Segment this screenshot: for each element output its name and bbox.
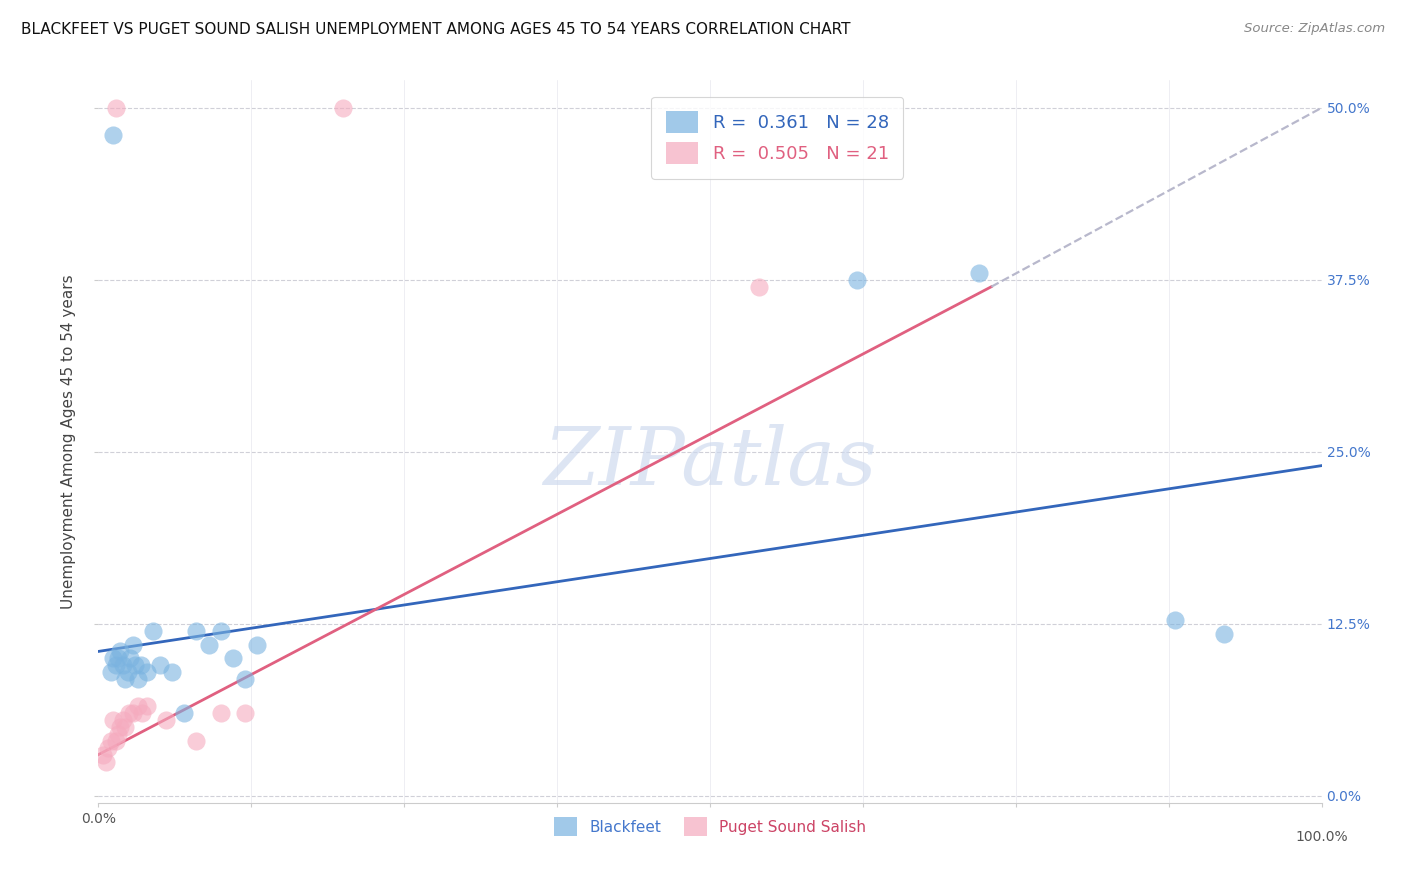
Point	[94, 755, 117, 769]
Point	[121, 706, 143, 721]
Point	[110, 720, 132, 734]
Point	[117, 665, 139, 679]
Point	[110, 644, 132, 658]
Point	[209, 624, 232, 638]
Point	[104, 734, 127, 748]
Y-axis label: Unemployment Among Ages 45 to 54 years: Unemployment Among Ages 45 to 54 years	[60, 274, 76, 609]
Point	[186, 624, 208, 638]
Point	[97, 740, 120, 755]
Point	[142, 624, 165, 638]
Point	[107, 651, 129, 665]
Point	[173, 706, 195, 721]
Point	[127, 699, 149, 714]
Text: 100.0%: 100.0%	[1295, 830, 1348, 845]
Point	[101, 713, 124, 727]
Point	[114, 672, 136, 686]
Point	[186, 734, 208, 748]
Text: BLACKFEET VS PUGET SOUND SALISH UNEMPLOYMENT AMONG AGES 45 TO 54 YEARS CORRELATI: BLACKFEET VS PUGET SOUND SALISH UNEMPLOY…	[21, 22, 851, 37]
Point	[101, 651, 124, 665]
Point	[246, 638, 269, 652]
Point	[131, 706, 153, 721]
Point	[136, 665, 159, 679]
Point	[155, 713, 177, 727]
Legend: Blackfeet, Puget Sound Salish: Blackfeet, Puget Sound Salish	[548, 811, 872, 842]
Point	[136, 699, 159, 714]
Point	[233, 706, 256, 721]
Point	[104, 658, 127, 673]
Point	[233, 672, 256, 686]
Point	[748, 279, 770, 293]
Point	[967, 266, 990, 280]
Point	[127, 672, 149, 686]
Point	[111, 658, 134, 673]
Point	[1164, 613, 1187, 627]
Point	[91, 747, 114, 762]
Point	[100, 734, 122, 748]
Point	[107, 727, 129, 741]
Point	[121, 638, 143, 652]
Text: Source: ZipAtlas.com: Source: ZipAtlas.com	[1244, 22, 1385, 36]
Point	[160, 665, 183, 679]
Point	[124, 658, 146, 673]
Point	[100, 665, 122, 679]
Point	[222, 651, 245, 665]
Point	[118, 706, 141, 721]
Point	[209, 706, 232, 721]
Point	[129, 658, 152, 673]
Point	[845, 273, 868, 287]
Point	[120, 651, 142, 665]
Point	[149, 658, 172, 673]
Text: ZIPatlas: ZIPatlas	[543, 425, 877, 502]
Point	[332, 101, 354, 115]
Point	[111, 713, 134, 727]
Point	[197, 638, 219, 652]
Point	[1212, 626, 1234, 640]
Point	[114, 720, 136, 734]
Point	[101, 128, 124, 143]
Point	[104, 101, 127, 115]
